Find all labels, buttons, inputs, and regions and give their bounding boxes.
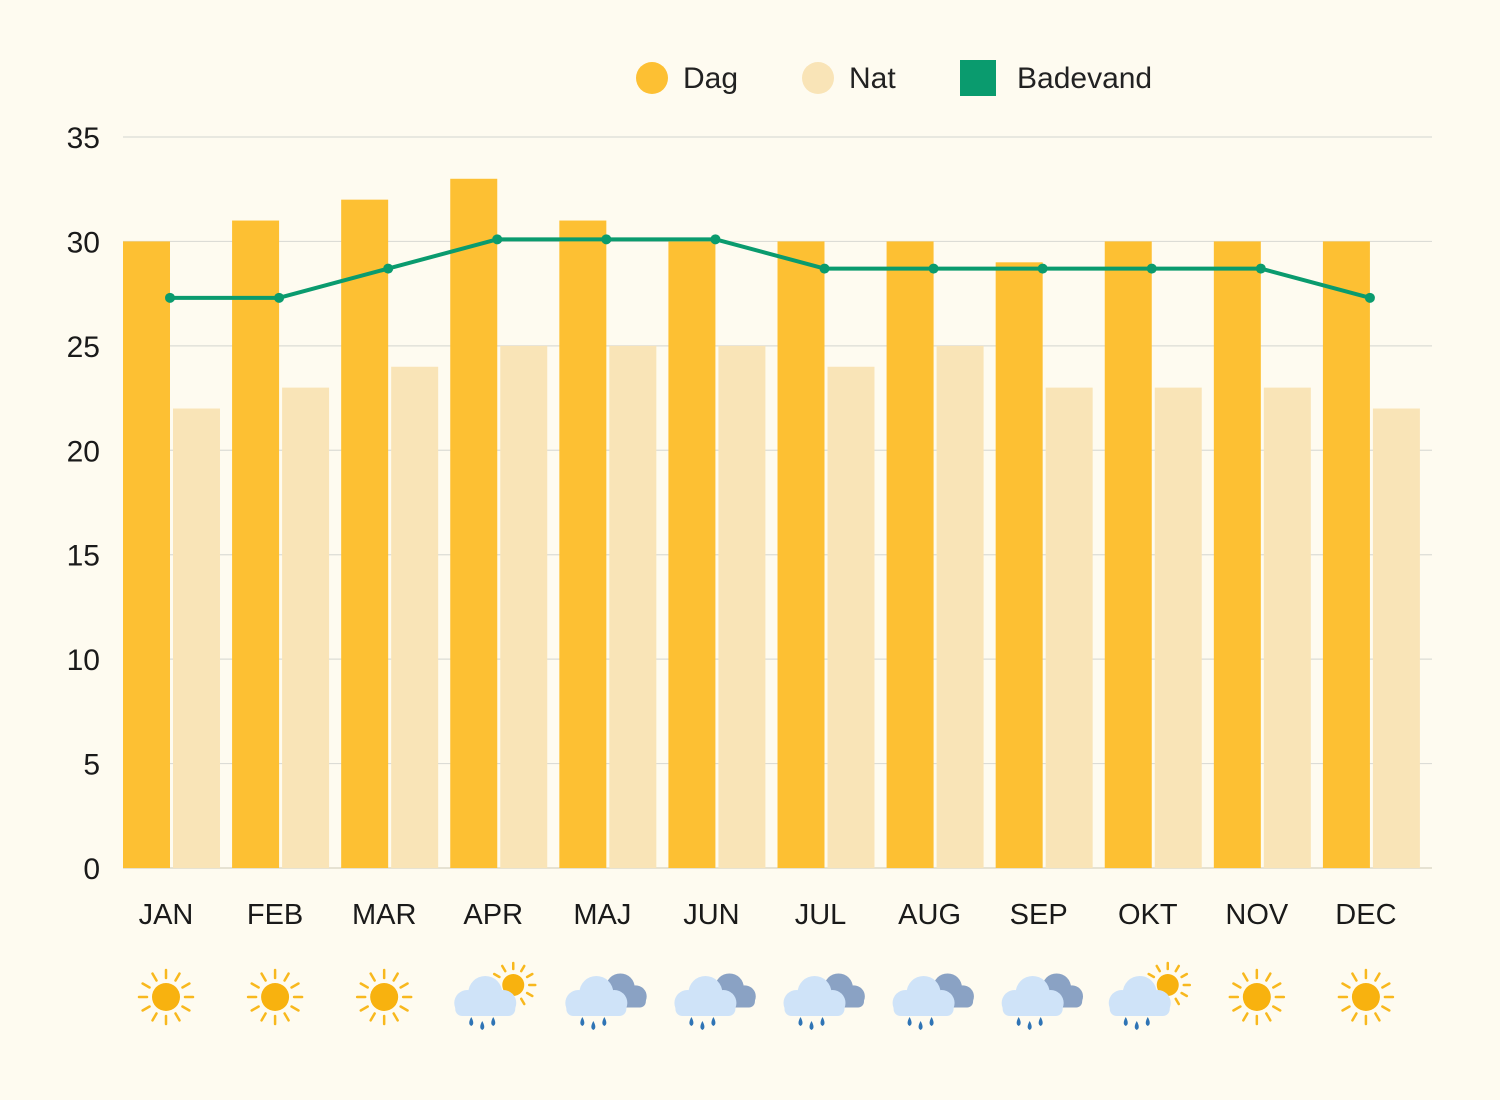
x-tick-label: DEC <box>1335 899 1396 931</box>
x-tick-label: NOV <box>1225 899 1289 931</box>
legend: Dag Nat Badevand <box>636 60 1152 96</box>
y-tick-label: 10 <box>67 644 100 677</box>
y-tick-label: 25 <box>67 331 100 364</box>
badevand-point <box>165 292 175 303</box>
bar-nat <box>173 408 220 868</box>
rain-icon <box>892 973 974 1030</box>
sun-icon <box>1228 968 1286 1026</box>
rain-icon <box>1001 973 1084 1030</box>
y-tick-label: 5 <box>83 749 100 782</box>
legend-label-dag: Dag <box>683 62 738 95</box>
bars <box>123 178 1420 869</box>
bar-nat <box>500 345 548 868</box>
legend-label-badevand: Badevand <box>1017 62 1152 95</box>
x-tick-label: FEB <box>247 899 303 931</box>
bar-nat <box>827 366 875 868</box>
sun-icon <box>1337 968 1395 1026</box>
bar-nat <box>609 345 657 868</box>
bar-dag <box>995 262 1043 868</box>
bar-nat <box>1263 387 1311 868</box>
y-tick-label: 30 <box>67 226 100 259</box>
badevand-point <box>274 292 285 303</box>
x-tick-label: MAJ <box>573 899 631 931</box>
y-tick-label: 35 <box>67 122 100 155</box>
badevand-point <box>928 263 939 274</box>
x-tick-label: JUL <box>795 899 847 931</box>
legend-marker-dag <box>636 62 668 94</box>
bar-nat <box>1372 408 1420 868</box>
bar-dag <box>1213 241 1261 868</box>
y-tick-label: 0 <box>83 853 100 886</box>
sun-icon <box>355 968 413 1026</box>
rain-sun-icon <box>454 961 537 1030</box>
legend-marker-badevand <box>960 60 996 96</box>
bar-dag <box>886 241 934 868</box>
y-tick-label: 20 <box>67 435 100 468</box>
bar-dag <box>1322 241 1370 868</box>
badevand-point <box>1037 263 1048 274</box>
bar-dag <box>123 241 170 868</box>
bar-nat <box>282 387 330 868</box>
badevand-point <box>383 263 394 274</box>
legend-marker-nat <box>802 62 834 94</box>
sun-icon <box>137 968 195 1026</box>
bar-dag <box>777 241 825 868</box>
badevand-point <box>492 234 503 245</box>
x-tick-label: AUG <box>898 899 961 931</box>
badevand-point <box>1255 263 1266 274</box>
x-tick-label: JUN <box>683 899 739 931</box>
bar-dag <box>668 241 716 868</box>
weather-icons <box>137 961 1395 1030</box>
rain-icon <box>565 973 647 1030</box>
rain-icon <box>783 973 865 1030</box>
y-tick-label: 15 <box>67 540 100 573</box>
bar-dag <box>1104 241 1152 868</box>
x-tick-label: MAR <box>352 899 416 931</box>
sun-icon <box>246 968 304 1026</box>
bar-nat <box>718 345 766 868</box>
badevand-polyline <box>170 237 1371 300</box>
y-axis: 0 5 10 15 20 25 30 35 <box>67 122 100 886</box>
bar-nat <box>1045 387 1093 868</box>
legend-label-nat: Nat <box>849 62 896 95</box>
bar-nat <box>391 366 439 868</box>
bar-nat <box>936 345 984 868</box>
badevand-point <box>1364 292 1375 303</box>
bar-dag <box>341 199 389 868</box>
x-tick-label: JAN <box>139 899 194 931</box>
rain-sun-icon <box>1108 961 1191 1030</box>
x-axis: JAN FEB MAR APR MAJ JUN JUL AUG SEP OKT NOV DEC <box>139 899 1397 931</box>
bar-nat <box>1154 387 1202 868</box>
x-tick-label: SEP <box>1010 899 1068 931</box>
badevand-line <box>165 234 1375 303</box>
rain-icon <box>674 973 756 1030</box>
x-tick-label: APR <box>463 899 523 931</box>
badevand-point <box>819 263 830 274</box>
bar-dag <box>232 220 280 869</box>
badevand-point <box>1146 263 1157 274</box>
bar-dag <box>559 220 607 869</box>
bar-dag <box>450 178 498 868</box>
badevand-point <box>710 234 721 245</box>
badevand-point <box>601 234 612 245</box>
x-tick-label: OKT <box>1118 899 1178 931</box>
